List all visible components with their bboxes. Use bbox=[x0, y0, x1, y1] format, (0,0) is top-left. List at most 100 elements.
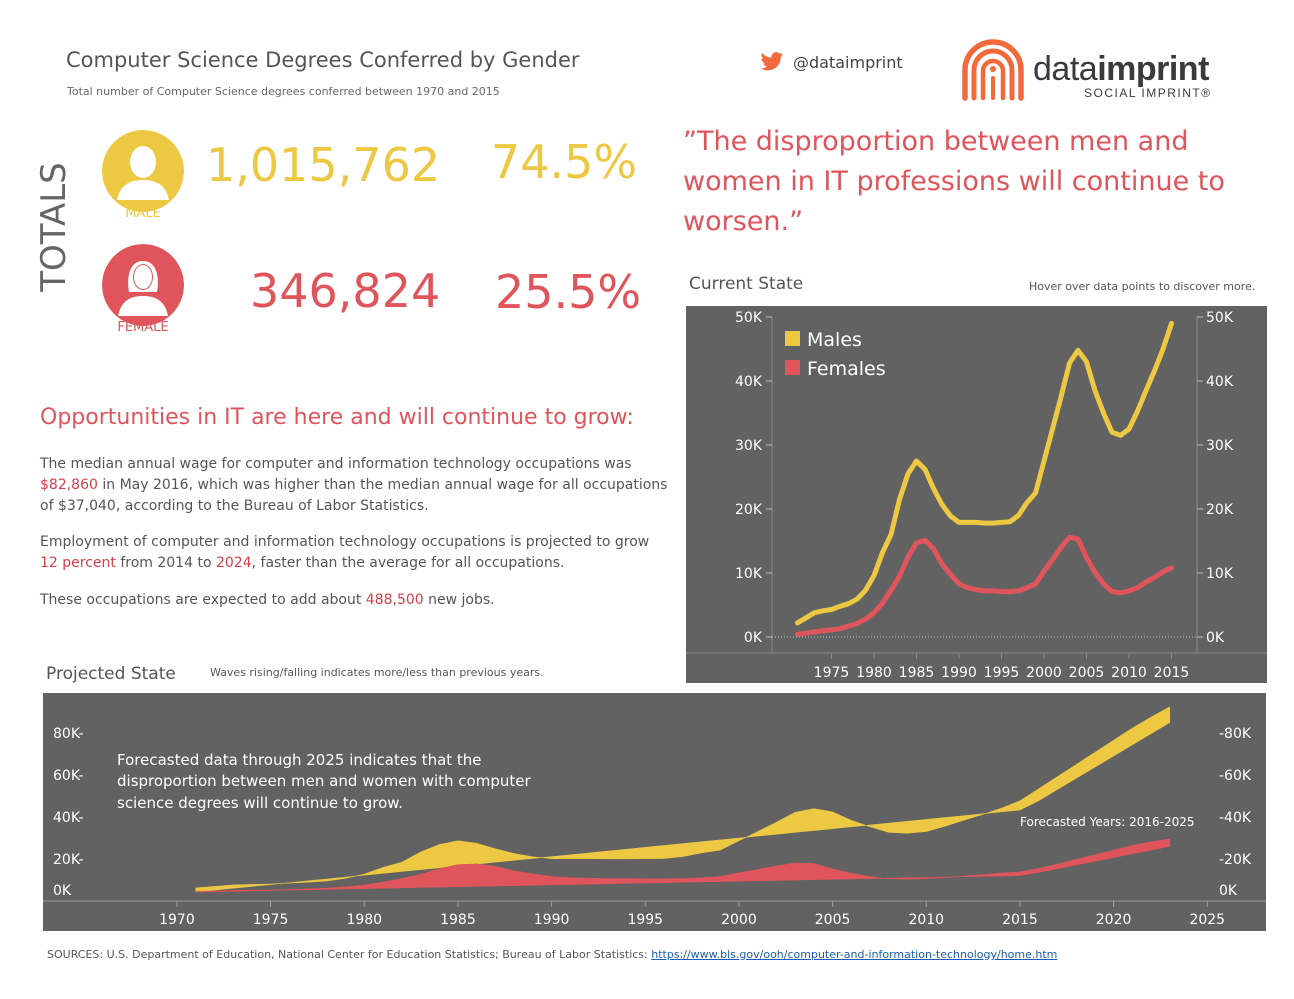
data-point-females[interactable] bbox=[820, 628, 826, 634]
data-point-females[interactable] bbox=[922, 537, 928, 543]
data-point-males[interactable] bbox=[863, 587, 869, 593]
data-point-males[interactable] bbox=[846, 601, 852, 607]
data-point-females[interactable] bbox=[982, 588, 988, 594]
data-point-females[interactable] bbox=[1050, 557, 1056, 563]
data-point-females[interactable] bbox=[1067, 534, 1073, 540]
data-point-males[interactable] bbox=[939, 502, 945, 508]
data-point-females[interactable] bbox=[965, 585, 971, 591]
data-point-males[interactable] bbox=[812, 610, 818, 616]
data-point-females[interactable] bbox=[795, 631, 801, 637]
female-avatar bbox=[102, 244, 184, 326]
data-point-females[interactable] bbox=[1058, 544, 1064, 550]
data-point-females[interactable] bbox=[854, 621, 860, 627]
data-point-males[interactable] bbox=[1160, 346, 1166, 352]
data-point-males[interactable] bbox=[880, 550, 886, 556]
data-point-females[interactable] bbox=[1135, 585, 1141, 591]
data-point-females[interactable] bbox=[1160, 569, 1166, 575]
data-point-males[interactable] bbox=[1024, 500, 1030, 506]
data-point-females[interactable] bbox=[1007, 589, 1013, 595]
twitter-handle[interactable]: @dataimprint bbox=[793, 52, 903, 72]
data-point-males[interactable] bbox=[1084, 359, 1090, 365]
data-point-males[interactable] bbox=[829, 607, 835, 613]
data-point-males[interactable] bbox=[982, 520, 988, 526]
data-point-females[interactable] bbox=[829, 627, 835, 633]
data-point-males[interactable] bbox=[999, 519, 1005, 525]
data-point-females[interactable] bbox=[1143, 579, 1149, 585]
data-point-males[interactable] bbox=[854, 596, 860, 602]
data-point-females[interactable] bbox=[1109, 589, 1115, 595]
current-state-chart[interactable]: 0K 0K 10K 10K 20K 20K 30K 30K 40K 40K 50K 50K 1975 19… bbox=[686, 306, 1267, 683]
data-point-males[interactable] bbox=[956, 519, 962, 525]
data-point-females[interactable] bbox=[846, 623, 852, 629]
data-point-females[interactable] bbox=[871, 610, 877, 616]
data-point-females[interactable] bbox=[888, 587, 894, 593]
data-point-males[interactable] bbox=[1016, 512, 1022, 518]
data-point-males[interactable] bbox=[837, 603, 843, 609]
data-point-females[interactable] bbox=[1101, 581, 1107, 587]
data-point-males[interactable] bbox=[820, 608, 826, 614]
data-point-males[interactable] bbox=[803, 615, 809, 621]
data-point-males[interactable] bbox=[1169, 320, 1175, 326]
data-point-males[interactable] bbox=[897, 496, 903, 502]
twitter-link[interactable]: @dataimprint bbox=[760, 52, 903, 72]
data-point-females[interactable] bbox=[1092, 569, 1098, 575]
data-point-males[interactable] bbox=[973, 519, 979, 525]
data-point-females[interactable] bbox=[812, 629, 818, 635]
stream-area-females[interactable] bbox=[195, 838, 1171, 893]
data-point-males[interactable] bbox=[1152, 368, 1158, 374]
data-point-males[interactable] bbox=[931, 486, 937, 492]
data-point-females[interactable] bbox=[1075, 536, 1081, 542]
data-point-females[interactable] bbox=[1152, 575, 1158, 581]
data-point-males[interactable] bbox=[1075, 347, 1081, 353]
projected-state-chart[interactable]: 1970 1975 1980 1985 1990 1995 2000 2005 2010 2015… bbox=[43, 693, 1266, 931]
data-point-females[interactable] bbox=[1118, 590, 1124, 596]
data-point-males[interactable] bbox=[1143, 388, 1149, 394]
data-point-males[interactable] bbox=[795, 620, 801, 626]
data-point-females[interactable] bbox=[990, 588, 996, 594]
data-point-females[interactable] bbox=[999, 589, 1005, 595]
data-point-males[interactable] bbox=[1067, 360, 1073, 366]
data-point-males[interactable] bbox=[1118, 432, 1124, 438]
data-point-females[interactable] bbox=[931, 546, 937, 552]
series-line-males[interactable] bbox=[795, 320, 1174, 626]
data-point-males[interactable] bbox=[905, 471, 911, 477]
series-line-females[interactable] bbox=[795, 534, 1174, 637]
data-point-males[interactable] bbox=[871, 573, 877, 579]
data-point-females[interactable] bbox=[1024, 585, 1030, 591]
data-point-males[interactable] bbox=[922, 466, 928, 472]
data-point-females[interactable] bbox=[803, 630, 809, 636]
data-point-females[interactable] bbox=[880, 600, 886, 606]
stream-area-males[interactable] bbox=[195, 706, 1171, 893]
data-point-males[interactable] bbox=[1058, 394, 1064, 400]
data-point-males[interactable] bbox=[914, 458, 920, 464]
data-point-males[interactable] bbox=[1135, 408, 1141, 414]
data-point-females[interactable] bbox=[905, 554, 911, 560]
data-point-males[interactable] bbox=[948, 513, 954, 519]
data-point-females[interactable] bbox=[837, 626, 843, 632]
data-point-males[interactable] bbox=[990, 520, 996, 526]
data-point-males[interactable] bbox=[888, 532, 894, 538]
data-point-males[interactable] bbox=[1041, 458, 1047, 464]
data-point-females[interactable] bbox=[1041, 568, 1047, 574]
sources-link[interactable]: https://www.bls.gov/ooh/computer-and-inf… bbox=[651, 948, 1058, 961]
data-point-males[interactable] bbox=[1126, 426, 1132, 432]
data-point-females[interactable] bbox=[948, 571, 954, 577]
data-point-females[interactable] bbox=[956, 581, 962, 587]
data-point-males[interactable] bbox=[1092, 388, 1098, 394]
data-point-males[interactable] bbox=[1101, 410, 1107, 416]
data-point-males[interactable] bbox=[1050, 426, 1056, 432]
data-point-females[interactable] bbox=[1169, 565, 1175, 571]
data-point-females[interactable] bbox=[914, 540, 920, 546]
data-point-females[interactable] bbox=[863, 616, 869, 622]
data-point-males[interactable] bbox=[1007, 519, 1013, 525]
data-point-males[interactable] bbox=[1033, 490, 1039, 496]
data-point-females[interactable] bbox=[897, 573, 903, 579]
data-point-females[interactable] bbox=[1016, 588, 1022, 594]
data-point-males[interactable] bbox=[1109, 429, 1115, 435]
data-point-females[interactable] bbox=[1084, 555, 1090, 561]
data-point-females[interactable] bbox=[1033, 581, 1039, 587]
data-point-females[interactable] bbox=[939, 561, 945, 567]
data-point-females[interactable] bbox=[973, 587, 979, 593]
data-point-females[interactable] bbox=[1126, 588, 1132, 594]
data-point-males[interactable] bbox=[965, 519, 971, 525]
